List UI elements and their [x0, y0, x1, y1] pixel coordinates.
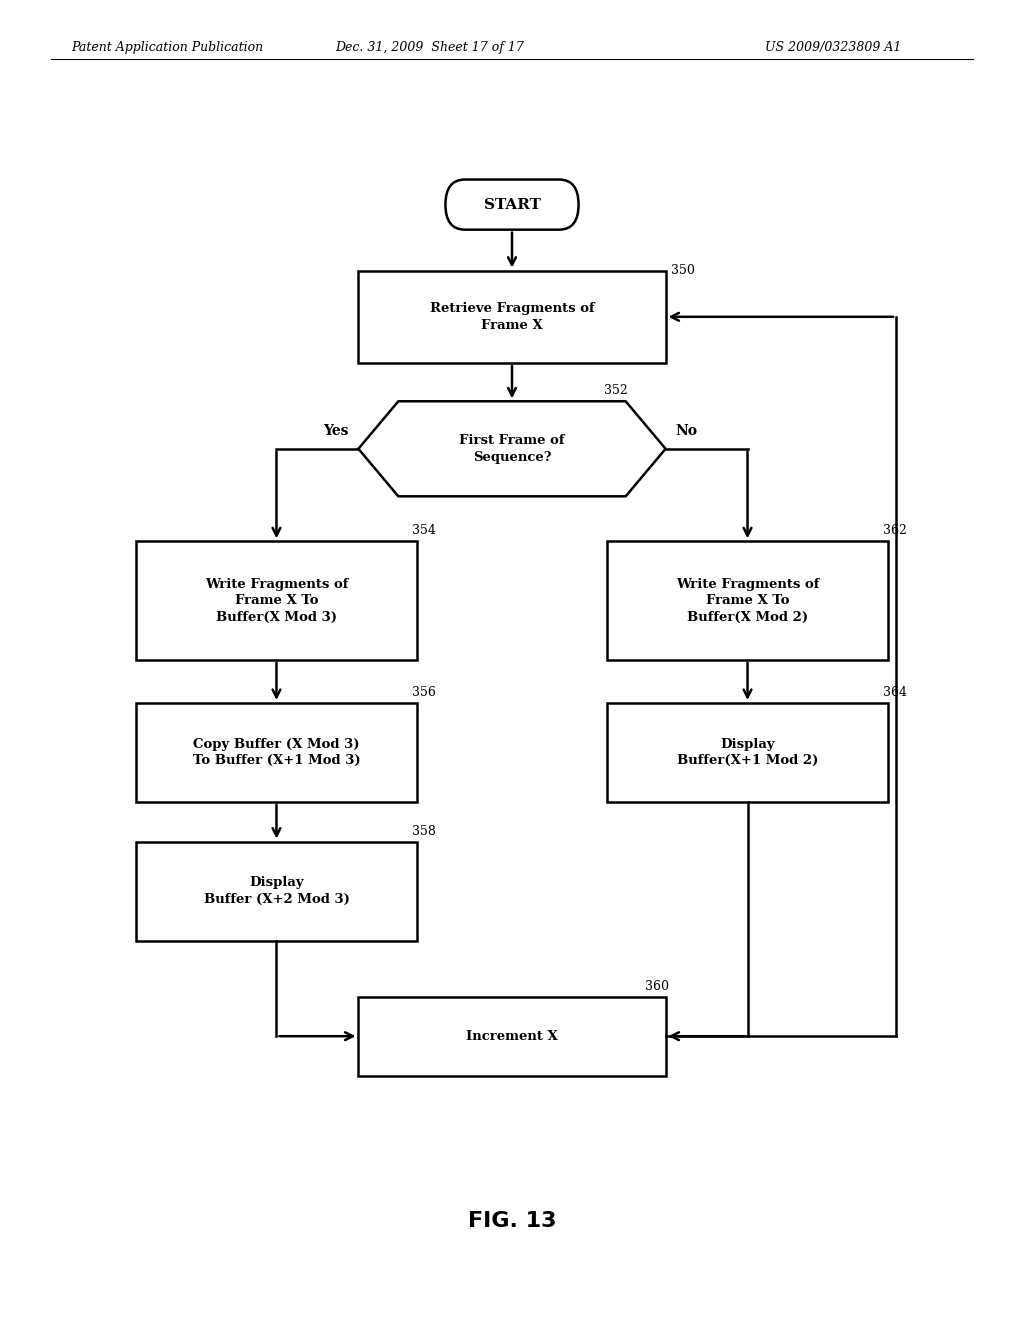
- Text: 362: 362: [883, 524, 907, 537]
- Text: Retrieve Fragments of
Frame X: Retrieve Fragments of Frame X: [430, 302, 594, 331]
- Bar: [135, 842, 418, 940]
- Text: Write Fragments of
Frame X To
Buffer(X Mod 2): Write Fragments of Frame X To Buffer(X M…: [676, 578, 819, 623]
- Bar: [358, 997, 666, 1076]
- FancyBboxPatch shape: [445, 180, 579, 230]
- Text: Dec. 31, 2009  Sheet 17 of 17: Dec. 31, 2009 Sheet 17 of 17: [336, 41, 524, 54]
- Text: 356: 356: [412, 686, 436, 700]
- Text: 364: 364: [883, 686, 907, 700]
- Text: 360: 360: [645, 979, 669, 993]
- Text: Patent Application Publication: Patent Application Publication: [72, 41, 264, 54]
- Text: 354: 354: [412, 524, 436, 537]
- Text: Display
Buffer (X+2 Mod 3): Display Buffer (X+2 Mod 3): [204, 876, 349, 906]
- Text: Display
Buffer(X+1 Mod 2): Display Buffer(X+1 Mod 2): [677, 738, 818, 767]
- Text: Yes: Yes: [323, 424, 348, 438]
- Text: Increment X: Increment X: [466, 1030, 558, 1043]
- Text: Write Fragments of
Frame X To
Buffer(X Mod 3): Write Fragments of Frame X To Buffer(X M…: [205, 578, 348, 623]
- Text: No: No: [676, 424, 697, 438]
- Text: 350: 350: [671, 264, 694, 277]
- Bar: [606, 541, 889, 660]
- Text: Copy Buffer (X Mod 3)
To Buffer (X+1 Mod 3): Copy Buffer (X Mod 3) To Buffer (X+1 Mod…: [193, 738, 360, 767]
- Text: FIG. 13: FIG. 13: [468, 1210, 556, 1232]
- Polygon shape: [358, 401, 666, 496]
- Text: 352: 352: [604, 384, 628, 397]
- Text: START: START: [483, 198, 541, 211]
- Bar: [606, 702, 889, 801]
- Bar: [135, 541, 418, 660]
- Bar: [135, 702, 418, 801]
- Text: First Frame of
Sequence?: First Frame of Sequence?: [459, 434, 565, 463]
- Text: US 2009/0323809 A1: US 2009/0323809 A1: [765, 41, 901, 54]
- Bar: [358, 271, 666, 363]
- Text: 358: 358: [412, 825, 436, 838]
